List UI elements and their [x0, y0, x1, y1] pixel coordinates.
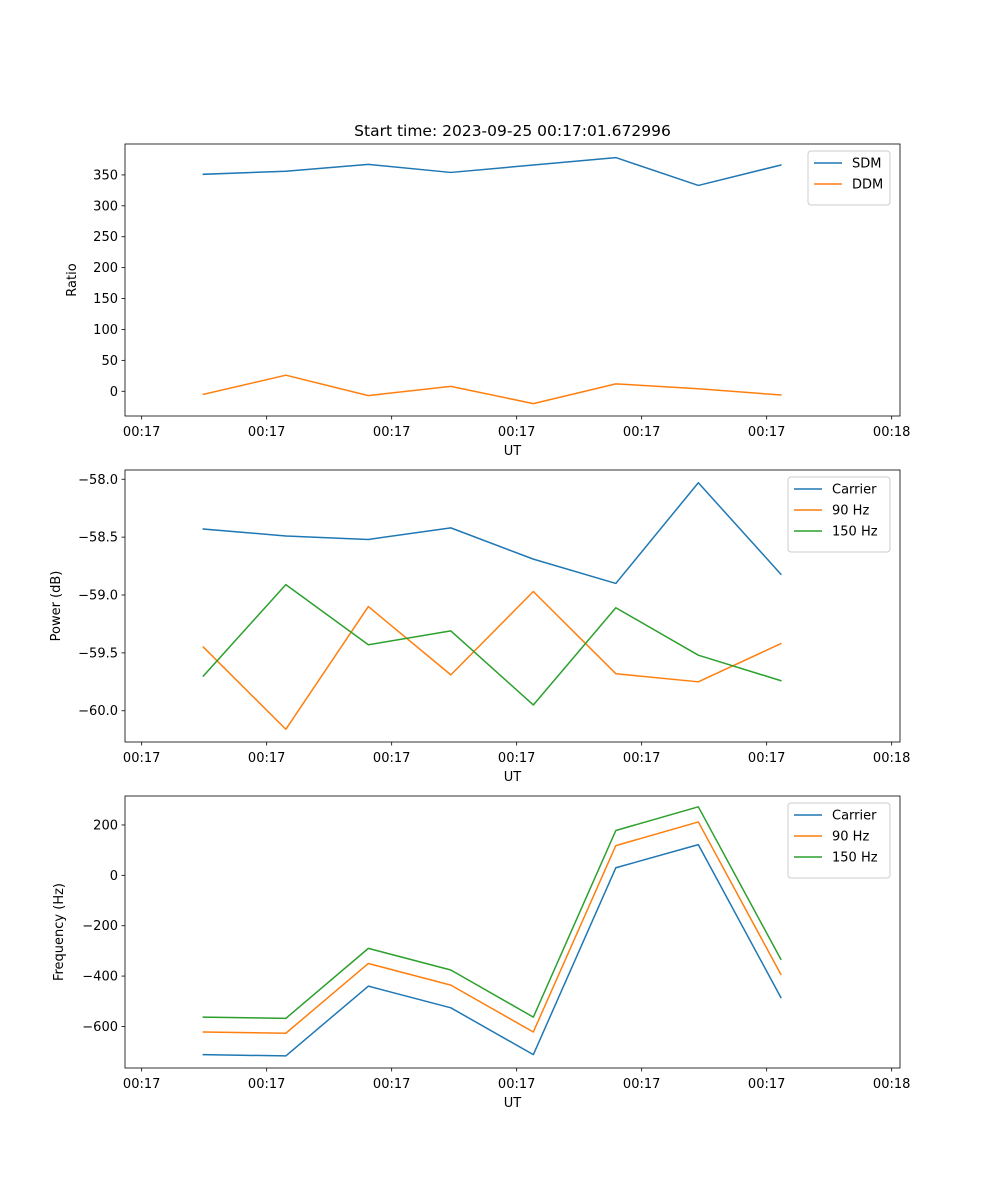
y-tick-label: 150: [93, 292, 118, 307]
y-tick-label: 200: [93, 261, 118, 276]
x-axis-label: UT: [504, 444, 522, 459]
x-tick-label: 00:18: [873, 751, 910, 766]
chart-panel-1: 00:17 00:17 00:17 00:17 00:17 00:17 00:18 0 50 10…: [65, 143, 910, 459]
legend-label: 90 Hz: [832, 504, 869, 519]
x-tick-label: 00:17: [498, 1077, 535, 1092]
y-tick-label: 0: [110, 385, 118, 400]
legend-label: 90 Hz: [832, 830, 869, 845]
y-tick-label: 200: [93, 818, 118, 833]
y-tick-label: 300: [93, 199, 118, 214]
y-axis-label: Frequency (Hz): [52, 883, 67, 981]
x-tick-label: 00:17: [123, 425, 160, 440]
x-tick-label: 00:17: [373, 751, 410, 766]
y-tick-label: −60.0: [78, 704, 118, 719]
x-tick-label: 00:17: [498, 751, 535, 766]
y-tick-label: 50: [101, 354, 118, 369]
x-tick-label: 00:17: [248, 1077, 285, 1092]
series-line-90-hz: [202, 821, 782, 1034]
legend-label: Carrier: [832, 483, 877, 498]
y-tick-label: 0: [110, 869, 118, 884]
figure-title: Start time: 2023-09-25 00:17:01.672996: [354, 122, 671, 140]
series-line-sdm: [202, 156, 782, 187]
x-tick-label: 00:17: [623, 751, 660, 766]
series-line-90-hz: [202, 590, 782, 731]
y-tick-label: −59.0: [78, 589, 118, 604]
legend-box: [787, 476, 891, 553]
series-line-ddm: [202, 374, 782, 405]
x-tick-label: 00:17: [748, 751, 785, 766]
chart-panel-2: 00:17 00:17 00:17 00:17 00:17 00:17 00:18 −60.0…: [49, 469, 910, 785]
y-tick-label: 100: [93, 323, 118, 338]
x-tick-label: 00:17: [623, 1077, 660, 1092]
chart-panel-3: 00:17 00:17 00:17 00:17 00:17 00:17 00:18 −600 −…: [52, 795, 910, 1111]
legend: Carrier 90 Hz 150 Hz: [787, 802, 891, 879]
series-line-carrier: [202, 481, 782, 585]
x-tick-label: 00:17: [123, 1077, 160, 1092]
x-axis-label: UT: [504, 770, 522, 785]
legend-label: SDM: [852, 157, 881, 172]
x-tick-label: 00:17: [248, 425, 285, 440]
x-tick-label: 00:17: [123, 751, 160, 766]
series-line-150-hz: [202, 806, 782, 1020]
axes-frame: [124, 795, 901, 1069]
y-tick-label: −200: [82, 919, 118, 934]
legend: Carrier 90 Hz 150 Hz: [787, 476, 891, 553]
legend-label: DDM: [852, 178, 883, 193]
x-tick-label: 00:17: [373, 425, 410, 440]
series-line-150-hz: [202, 583, 782, 706]
legend-label: 150 Hz: [832, 851, 878, 866]
x-tick-label: 00:18: [873, 1077, 910, 1092]
x-tick-label: 00:18: [873, 425, 910, 440]
y-tick-label: −58.5: [78, 531, 118, 546]
x-tick-label: 00:17: [498, 425, 535, 440]
y-tick-label: 250: [93, 230, 118, 245]
x-tick-label: 00:17: [248, 751, 285, 766]
axes-frame: [124, 143, 901, 417]
x-tick-label: 00:17: [748, 425, 785, 440]
legend-label: Carrier: [832, 809, 877, 824]
legend: SDM DDM: [807, 150, 891, 206]
axes-frame: [124, 469, 901, 743]
legend-box: [807, 150, 891, 206]
y-tick-label: −58.0: [78, 473, 118, 488]
y-tick-label: −59.5: [78, 646, 118, 661]
x-tick-label: 00:17: [748, 1077, 785, 1092]
y-axis-label: Power (dB): [49, 571, 64, 642]
series-line-carrier: [202, 843, 782, 1057]
legend-box: [787, 802, 891, 879]
x-tick-label: 00:17: [373, 1077, 410, 1092]
x-tick-label: 00:17: [623, 425, 660, 440]
y-tick-label: −600: [82, 1020, 118, 1035]
y-tick-label: −400: [82, 970, 118, 985]
y-tick-label: 350: [93, 168, 118, 183]
legend-label: 150 Hz: [832, 525, 878, 540]
x-axis-label: UT: [504, 1096, 522, 1111]
y-axis-label: Ratio: [65, 263, 80, 296]
